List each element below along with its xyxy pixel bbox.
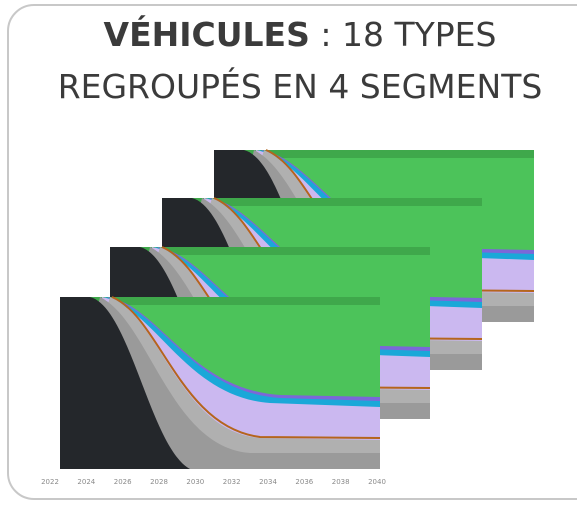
chart-panel-front — [59, 296, 381, 470]
title-rest: : 18 TYPES — [310, 15, 497, 54]
x-label: 2036 — [295, 478, 313, 486]
x-label: 2026 — [114, 478, 132, 486]
x-label: 2032 — [223, 478, 241, 486]
title-line1: VÉHICULES : 18 TYPES — [104, 14, 497, 54]
title-line2: REGROUPÉS EN 4 SEGMENTS — [58, 66, 543, 106]
x-label: 2038 — [332, 478, 350, 486]
x-label: 2024 — [77, 478, 95, 486]
x-label: 2040 — [368, 478, 386, 486]
x-axis-labels: 2022 2024 2026 2028 2030 2032 2034 2036 2038 2040 — [41, 478, 386, 486]
x-label: 2022 — [41, 478, 59, 486]
x-label: 2028 — [150, 478, 168, 486]
x-label: 2034 — [259, 478, 277, 486]
title-bold: VÉHICULES — [104, 14, 310, 54]
x-label: 2030 — [186, 478, 204, 486]
